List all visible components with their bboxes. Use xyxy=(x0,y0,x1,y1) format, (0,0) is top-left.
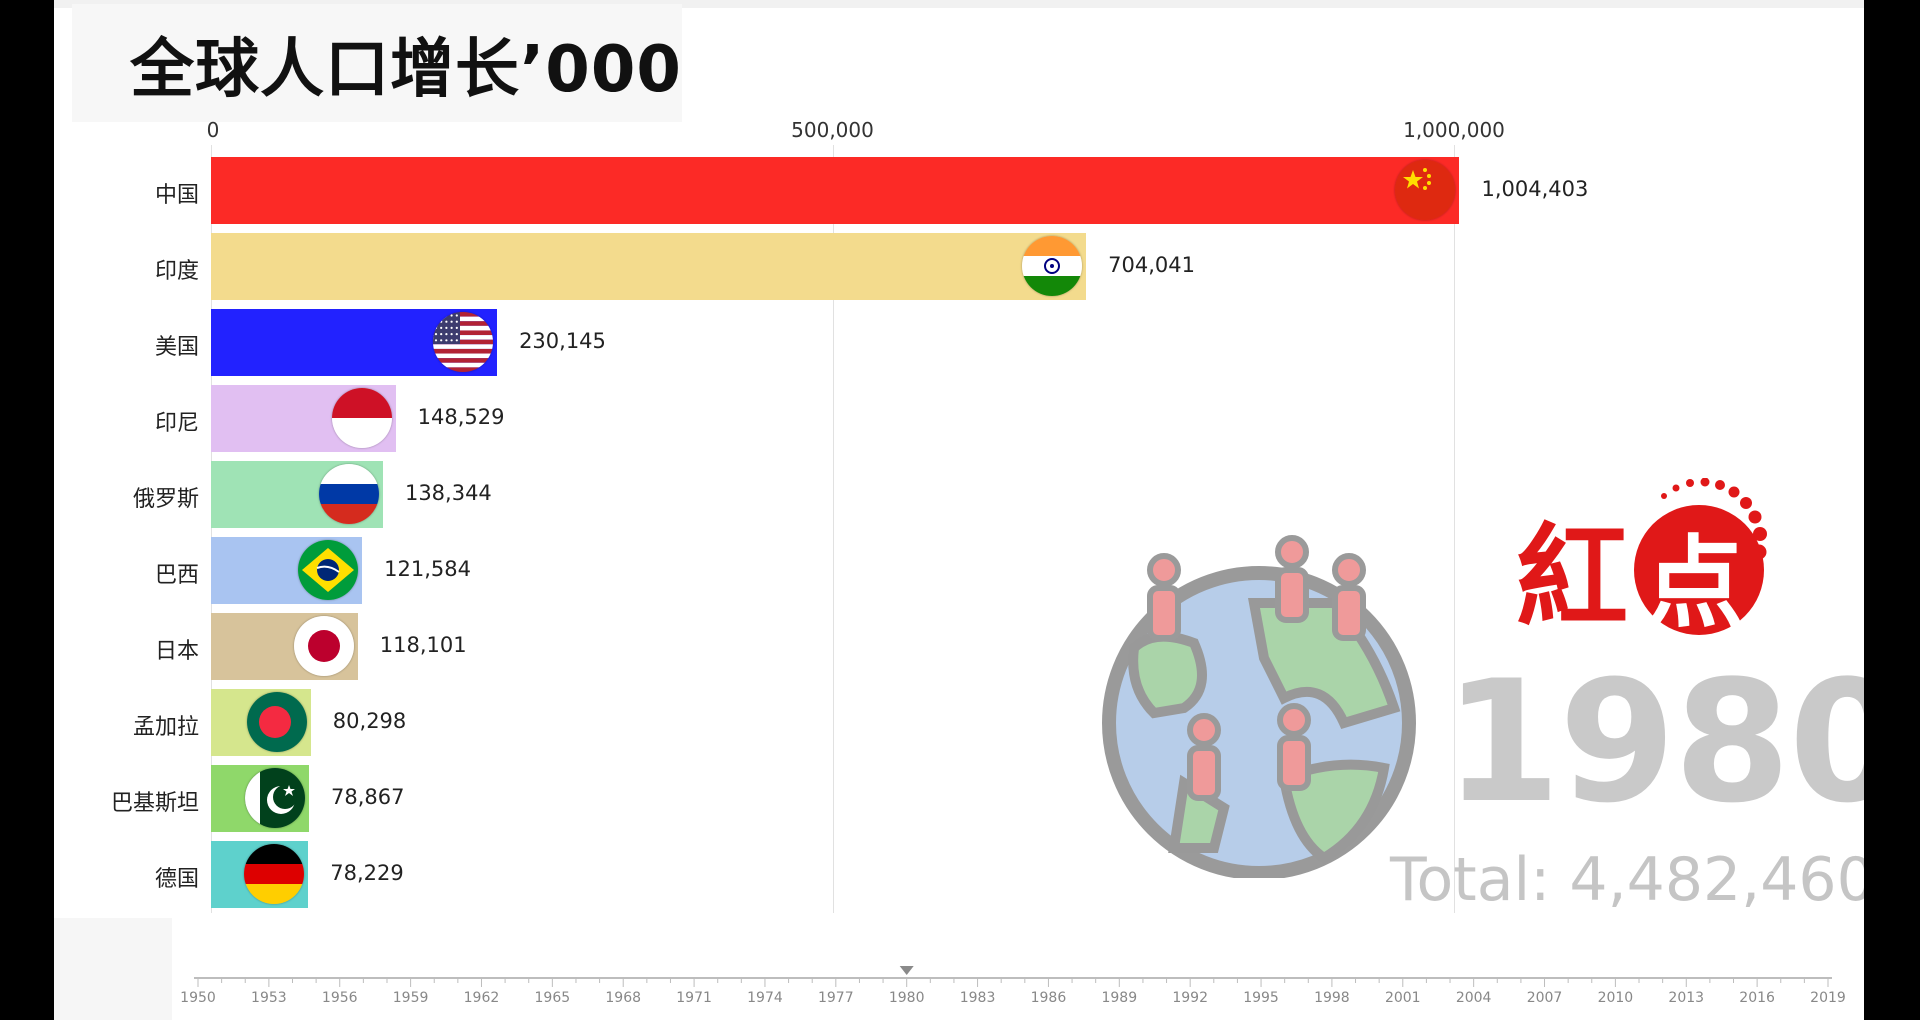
bar-value-label: 1,004,403 xyxy=(1481,177,1589,201)
bangladesh-flag-icon xyxy=(246,692,307,752)
timeline-year-label[interactable]: 1962 xyxy=(463,990,500,1006)
timeline-year-label[interactable]: 1977 xyxy=(817,990,854,1006)
timeline-year-label[interactable]: 1998 xyxy=(1314,990,1350,1006)
timeline-year-label[interactable]: 2010 xyxy=(1597,990,1634,1006)
timeline-year-label[interactable]: 1980 xyxy=(888,990,925,1006)
bar-value-label: 148,529 xyxy=(417,405,505,429)
bar-value-label: 704,041 xyxy=(1108,253,1195,277)
gridline xyxy=(211,145,212,913)
india-flag-icon xyxy=(1022,236,1083,296)
bar-value-label: 121,584 xyxy=(384,557,471,581)
timeline-year-label[interactable]: 1950 xyxy=(180,990,216,1006)
timeline-year-label[interactable]: 2013 xyxy=(1668,990,1705,1006)
brazil-flag-icon xyxy=(298,540,359,600)
bar-category-label: 巴基斯坦 xyxy=(110,791,199,816)
timeline-year-label[interactable]: 1953 xyxy=(251,990,287,1006)
bar-category-label: 日本 xyxy=(154,639,199,664)
brand-logo: 紅 点 xyxy=(1516,478,1767,638)
bar-category-label: 印尼 xyxy=(154,411,199,436)
bar-value-label: 118,101 xyxy=(379,633,467,657)
timeline-year-label[interactable]: 1995 xyxy=(1243,990,1279,1006)
timeline-year-label[interactable]: 1983 xyxy=(959,990,996,1006)
gridline xyxy=(1454,145,1455,913)
timeline-year-label[interactable]: 2001 xyxy=(1384,990,1421,1006)
current-year: 1980 xyxy=(1444,644,1864,840)
bar-category-label: 中国 xyxy=(154,183,199,208)
total-population: Total: 4,482,460 xyxy=(1390,845,1864,915)
svg-text:点: 点 xyxy=(1644,525,1744,638)
bar-value-label: 78,229 xyxy=(330,861,404,885)
timeline-year-label[interactable]: 2004 xyxy=(1455,990,1492,1006)
top-shade xyxy=(54,0,1864,8)
bar-category-label: 巴西 xyxy=(154,563,199,588)
timeline-year-label[interactable]: 1986 xyxy=(1030,990,1067,1006)
bar xyxy=(211,157,1460,224)
timeline-year-label[interactable]: 2019 xyxy=(1810,990,1846,1006)
indonesia-flag-icon xyxy=(331,388,392,448)
russia-flag-icon xyxy=(318,464,379,524)
japan-flag-icon xyxy=(293,616,354,676)
chart-title: 全球人口增长’000 xyxy=(130,33,682,107)
usa-flag-icon xyxy=(433,312,494,372)
bar-value-label: 138,344 xyxy=(404,481,492,505)
bottom-left-panel xyxy=(54,918,172,1020)
bar-value-label: 80,298 xyxy=(332,709,407,733)
x-tick-label: 500,000 xyxy=(791,118,874,142)
chart-stage: 全球人口增长’000 0 500,000 1,000,000 中国 1,004,403… xyxy=(54,0,1864,1020)
timeline-year-label[interactable]: 2016 xyxy=(1739,990,1775,1006)
timeline-year-label[interactable]: 1971 xyxy=(676,990,712,1006)
bar-category-label: 印度 xyxy=(154,259,199,284)
timeline-year-label[interactable]: 1989 xyxy=(1101,990,1138,1006)
bar-value-label: 78,867 xyxy=(331,785,405,809)
timeline-year-label[interactable]: 1968 xyxy=(605,990,642,1006)
timeline-year-label[interactable]: 1956 xyxy=(321,990,358,1006)
x-tick-label: 0 xyxy=(206,118,220,142)
bar-category-label: 孟加拉 xyxy=(132,715,199,740)
gridline xyxy=(832,145,834,913)
timeline-year-label[interactable]: 2007 xyxy=(1526,990,1563,1006)
bar-category-label: 美国 xyxy=(154,335,199,360)
bar-value-label: 230,145 xyxy=(519,329,606,353)
pakistan-flag-icon xyxy=(245,768,306,828)
timeline-year-label[interactable]: 1992 xyxy=(1172,990,1208,1006)
china-flag-icon xyxy=(1395,160,1456,220)
bar-category-label: 德国 xyxy=(154,867,199,892)
timeline-year-label[interactable]: 1959 xyxy=(392,990,429,1006)
timeline-current-marker[interactable] xyxy=(899,966,914,975)
title-panel: 全球人口增长’000 xyxy=(72,4,682,122)
timeline-year-label[interactable]: 1965 xyxy=(534,990,571,1006)
timeline-slider[interactable] xyxy=(54,960,1864,1020)
globe-people-icon xyxy=(1102,535,1416,878)
x-tick-label: 1,000,000 xyxy=(1403,118,1505,142)
bar-category-label: 俄罗斯 xyxy=(132,487,199,512)
svg-text:紅: 紅 xyxy=(1516,513,1628,638)
germany-flag-icon xyxy=(244,844,305,904)
bar xyxy=(211,233,1087,300)
timeline-year-label[interactable]: 1974 xyxy=(747,990,783,1006)
